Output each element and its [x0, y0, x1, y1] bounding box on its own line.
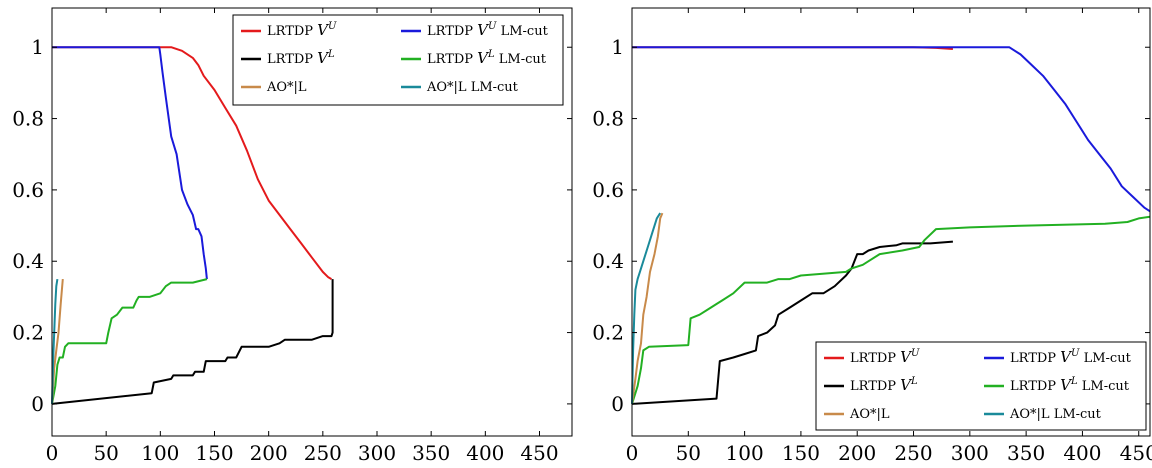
x-tick-label: 250: [894, 441, 932, 465]
legend-entry-var: V: [317, 49, 330, 67]
x-tick-label: 250: [304, 441, 342, 465]
x-tick-label: 200: [838, 441, 876, 465]
x-tick-label: 150: [195, 441, 233, 465]
y-tick-label: 0.2: [12, 321, 44, 345]
x-tick-label: 50: [676, 441, 701, 465]
y-tick-label: 0: [611, 392, 624, 416]
y-tick-label: 0.8: [12, 107, 44, 131]
x-tick-label: 100: [726, 441, 764, 465]
y-tick-label: 0.2: [592, 321, 624, 345]
chart-panel-2: 0 50 100 150 200 250 300 350 400 450 0 0.2 0.4 0.6 0.8…: [592, 7, 1152, 465]
legend-entry-suffix: LM-cut: [1078, 379, 1130, 394]
legend-box: [232, 14, 564, 106]
series-line-5: [51, 279, 64, 404]
legend-entry-superscript: U: [328, 21, 337, 32]
legend-entry-var: V: [477, 21, 490, 39]
legend-entry-label: LRTDP VU LM-cut: [1010, 348, 1132, 366]
legend-entry-label: LRTDP VU: [850, 348, 920, 366]
series-line-1: [52, 46, 332, 280]
legend-entry-var: V: [900, 348, 913, 366]
legend-entry-superscript: U: [911, 348, 920, 359]
legend-entry-label: LRTDP VL LM-cut: [1010, 376, 1130, 394]
legend-entry-prefix: LRTDP: [850, 351, 900, 366]
legend-entry-superscript: L: [327, 49, 335, 60]
legend-entry-label: LRTDP VL LM-cut: [427, 49, 547, 67]
chart-panel-1: 0 50 100 150 200 250 300 350 400 450 0 0.2 0.4 0.6 0.8…: [12, 7, 573, 465]
legend-entry-prefix: LRTDP: [1010, 351, 1060, 366]
x-tick-label: 450: [1120, 441, 1152, 465]
legend-entry-label: LRTDP VL: [850, 376, 918, 394]
x-tick-label: 300: [358, 441, 396, 465]
series-line-6: [51, 278, 59, 404]
legend-box: [815, 341, 1147, 431]
x-tick-label: 50: [93, 441, 118, 465]
legend-entry-suffix: LM-cut: [496, 24, 548, 39]
legend-entry-label: AO*|L LM-cut: [1009, 407, 1102, 422]
x-tick-label: 450: [520, 441, 558, 465]
legend-entry-var: V: [1060, 376, 1073, 394]
legend-entry-prefix: LRTDP: [1010, 379, 1060, 394]
legend-entry-prefix: LRTDP: [267, 24, 317, 39]
legend-entry-label: LRTDP VU LM-cut: [427, 21, 549, 39]
y-tick-label: 0.4: [592, 249, 624, 273]
x-tick-label: 300: [951, 441, 989, 465]
y-tick-label: 0.8: [592, 107, 624, 131]
legend-entry-prefix: LRTDP: [850, 379, 900, 394]
legend-entry-superscript: L: [910, 376, 918, 387]
legend-entry-var: V: [317, 21, 330, 39]
y-tick-label: 1: [31, 35, 44, 59]
legend-entry-superscript: L: [487, 49, 495, 60]
x-tick-label: 150: [782, 441, 820, 465]
y-tick-label: 0.6: [12, 178, 44, 202]
series-line-5: [631, 212, 664, 405]
legend-entry-superscript: U: [488, 21, 497, 32]
series-line-3: [51, 279, 334, 405]
legend-entry-prefix: LRTDP: [267, 52, 317, 67]
series-line-6: [631, 212, 662, 404]
x-tick-label: 400: [1063, 441, 1101, 465]
legend-entry-prefix: LRTDP: [427, 52, 477, 67]
x-tick-label: 100: [141, 441, 179, 465]
plot-frame: [51, 7, 573, 437]
y-tick-label: 1: [611, 35, 624, 59]
series-line-4: [51, 278, 208, 405]
legend-entry-label: AO*|L: [849, 407, 890, 422]
x-tick-label: 0: [626, 441, 639, 465]
series-line-3: [631, 240, 953, 405]
x-tick-label: 400: [466, 441, 504, 465]
y-tick-label: 0.4: [12, 249, 44, 273]
legend-entry-label: AO*|L: [266, 80, 307, 95]
legend-entry-suffix: LM-cut: [495, 52, 547, 67]
x-tick-label: 0: [46, 441, 59, 465]
legend-entry-suffix: LM-cut: [1079, 351, 1131, 366]
legend-entry-var: V: [477, 49, 490, 67]
legend-entry-superscript: L: [1070, 376, 1078, 387]
series-line-4: [631, 215, 1151, 405]
series-line-2: [52, 46, 208, 280]
y-tick-label: 0.6: [592, 178, 624, 202]
series-line-2: [632, 46, 1151, 213]
legend-entry-label: LRTDP VU: [267, 21, 337, 39]
plot-frame: [631, 7, 1151, 437]
legend-entry-prefix: LRTDP: [427, 24, 477, 39]
legend-entry-label: LRTDP VL: [267, 49, 335, 67]
legend-entry-var: V: [900, 376, 913, 394]
legend-entry-superscript: U: [1071, 348, 1080, 359]
y-tick-label: 0: [31, 392, 44, 416]
x-tick-label: 350: [412, 441, 450, 465]
x-tick-label: 350: [1007, 441, 1045, 465]
legend-entry-var: V: [1060, 348, 1073, 366]
legend-entry-label: AO*|L LM-cut: [426, 80, 519, 95]
x-tick-label: 200: [250, 441, 288, 465]
